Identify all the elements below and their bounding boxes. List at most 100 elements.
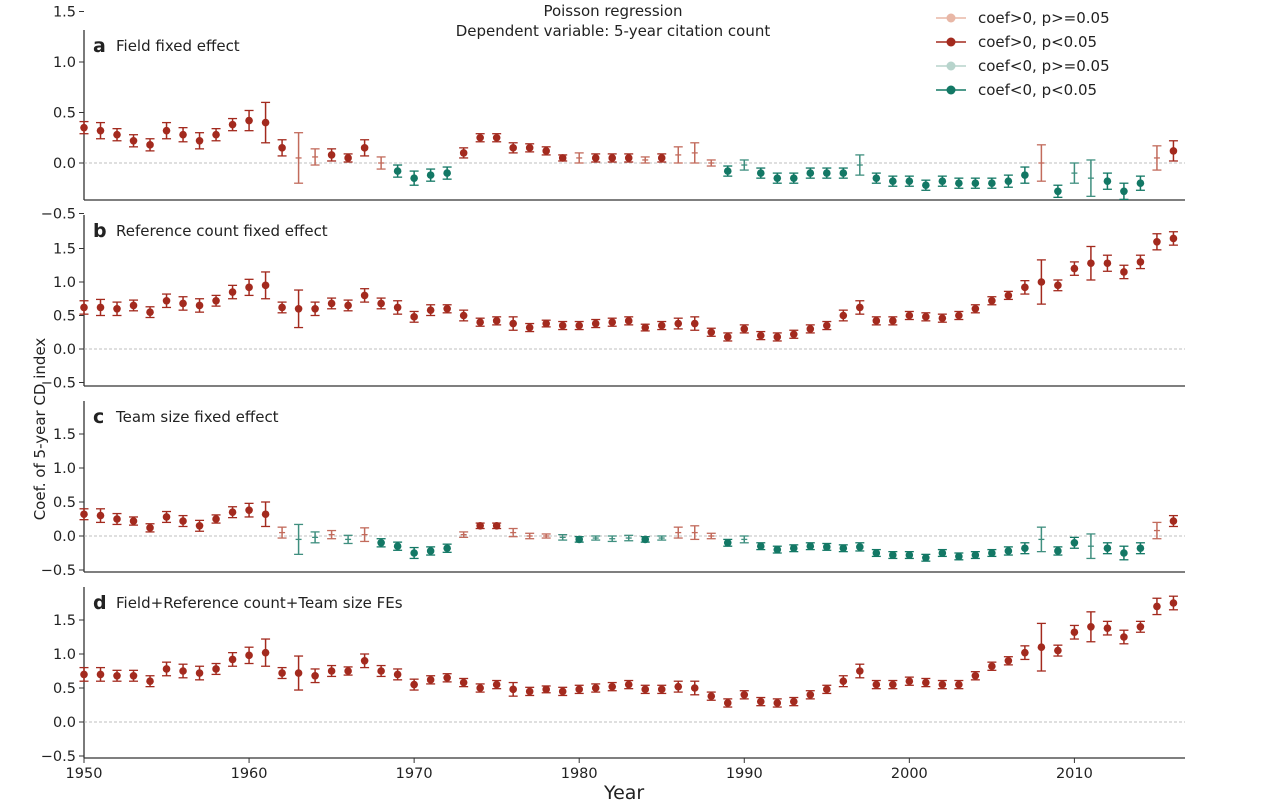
- data-point: [96, 298, 106, 317]
- data-point: [1086, 533, 1096, 560]
- data-point: [772, 698, 782, 708]
- point-marker: [922, 313, 930, 321]
- legend-label: coef<0, p>=0.05: [978, 57, 1110, 75]
- point-marker: [344, 154, 352, 162]
- data-point: [1020, 280, 1030, 295]
- data-point: [871, 679, 881, 690]
- data-point: [475, 317, 485, 327]
- data-point: [607, 535, 617, 543]
- data-point: [525, 532, 535, 540]
- point-marker: [690, 684, 699, 692]
- data-point: [1003, 290, 1013, 301]
- data-point: [805, 167, 815, 179]
- data-point: [1003, 656, 1013, 666]
- data-point: [921, 553, 931, 562]
- data-point: [459, 531, 469, 539]
- point-marker: [1021, 648, 1029, 657]
- point-marker: [1120, 187, 1128, 196]
- panel-title: Field+Reference count+Team size FEs: [116, 594, 403, 612]
- point-marker: [426, 171, 435, 179]
- point-marker: [492, 680, 501, 689]
- point-marker: [377, 539, 385, 547]
- point-marker: [773, 545, 782, 554]
- point-marker: [1136, 544, 1145, 553]
- data-point: [475, 683, 485, 693]
- point-marker: [294, 669, 303, 677]
- data-point: [129, 516, 139, 526]
- point-marker: [443, 305, 451, 313]
- data-point: [162, 510, 172, 524]
- data-point: [79, 120, 89, 135]
- point-marker: [641, 535, 650, 544]
- point-marker: [179, 299, 187, 308]
- x-tick-label: 1950: [66, 766, 103, 782]
- data-point: [954, 310, 964, 321]
- point-marker: [971, 551, 980, 559]
- data-point: [987, 296, 997, 306]
- data-point: [211, 514, 221, 524]
- point-marker: [129, 136, 138, 145]
- point-marker: [1169, 599, 1178, 607]
- point-marker: [146, 308, 154, 316]
- data-point: [244, 646, 254, 665]
- data-point: [789, 329, 799, 339]
- point-marker: [856, 543, 864, 551]
- data-point: [1152, 233, 1162, 251]
- data-point: [591, 153, 601, 163]
- data-point: [525, 143, 535, 153]
- y-tick-label: 1.0: [53, 275, 76, 291]
- point-marker: [1070, 628, 1079, 637]
- data-point: [541, 319, 551, 328]
- data-point: [261, 271, 271, 300]
- point-marker: [591, 154, 600, 162]
- data-point: [558, 533, 568, 541]
- data-point: [228, 506, 238, 519]
- x-tick-label: 2000: [891, 766, 928, 782]
- point-marker: [509, 144, 517, 152]
- data-point: [624, 679, 634, 690]
- data-point: [343, 534, 353, 545]
- data-point: [1135, 175, 1145, 191]
- data-point: [574, 684, 584, 695]
- point-marker: [162, 126, 171, 135]
- data-point: [1168, 140, 1178, 162]
- data-point: [195, 298, 205, 313]
- data-point: [261, 101, 271, 144]
- data-point: [442, 166, 452, 180]
- data-point: [673, 526, 683, 539]
- point-marker: [1087, 623, 1095, 631]
- data-point: [310, 148, 320, 166]
- point-marker: [674, 682, 683, 691]
- data-point: [739, 690, 749, 700]
- point-marker: [624, 680, 633, 689]
- data-point: [96, 508, 106, 524]
- data-point: [937, 548, 947, 558]
- data-point: [558, 154, 568, 162]
- point-marker: [377, 667, 385, 675]
- data-point: [1036, 144, 1046, 182]
- data-point: [624, 534, 634, 542]
- data-point: [855, 663, 865, 679]
- data-point: [327, 529, 337, 540]
- point-marker: [905, 311, 914, 320]
- data-point: [79, 300, 89, 315]
- point-marker: [1120, 268, 1128, 276]
- point-marker: [839, 544, 848, 553]
- data-point: [640, 323, 650, 332]
- data-point: [261, 501, 271, 528]
- point-marker: [1120, 549, 1128, 557]
- y-tick-label: 0.0: [53, 529, 76, 545]
- data-point: [1168, 595, 1178, 611]
- point-marker: [806, 542, 815, 550]
- data-point: [442, 304, 452, 314]
- data-point: [426, 675, 436, 685]
- data-point: [954, 679, 964, 690]
- data-point: [426, 546, 436, 556]
- data-point: [1003, 546, 1013, 556]
- point-marker: [558, 687, 567, 696]
- point-marker: [1103, 544, 1112, 553]
- data-point: [904, 310, 914, 321]
- point-marker: [773, 174, 782, 182]
- data-point: [1069, 162, 1079, 184]
- point-marker: [1054, 547, 1062, 555]
